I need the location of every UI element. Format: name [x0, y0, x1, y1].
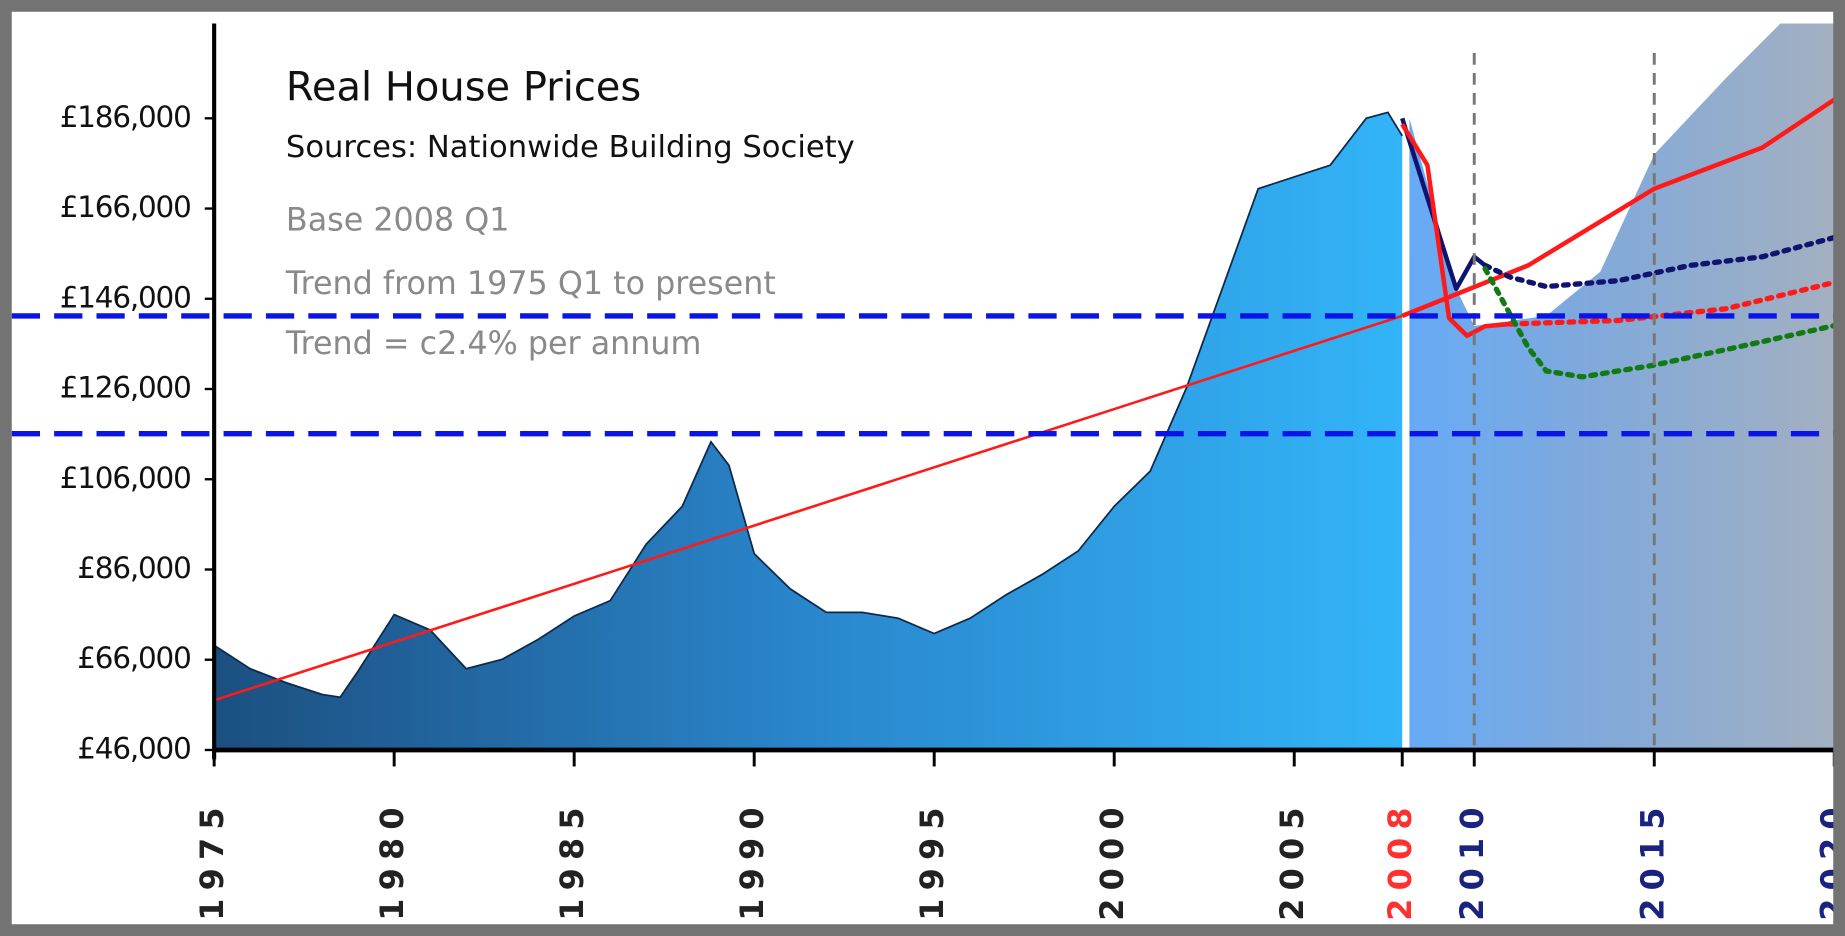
- y-tick-label: £106,000: [60, 461, 191, 495]
- forecast-line: [1400, 123, 1511, 339]
- x-tick-label: 2008: [1383, 799, 1419, 920]
- forecast-line: [1401, 93, 1842, 318]
- overlay: £46,000 £66,000 £86,000 £106,000 £126,000 £14…: [11, 23, 1845, 921]
- y-tick-label: £86,000: [77, 551, 190, 585]
- forecast-dotted: [1482, 265, 1842, 380]
- x-tick-label: 1985: [555, 799, 591, 920]
- trend-line: [214, 314, 1403, 702]
- y-tick-label: £126,000: [60, 371, 191, 405]
- y-tick-label: £146,000: [60, 280, 191, 314]
- forecast-line: [1400, 117, 1487, 292]
- forecast-dotted: [1482, 232, 1842, 290]
- price-outline: [214, 111, 1403, 699]
- chart-subtitle: Sources: Nationwide Building Society: [286, 130, 855, 165]
- x-tick-label: 1990: [735, 799, 771, 920]
- y-tick-label: £46,000: [77, 731, 190, 765]
- annotation: Trend = c2.4% per annum: [285, 326, 702, 362]
- x-tick-label: 2005: [1275, 799, 1311, 920]
- annotation: Trend from 1975 Q1 to present: [285, 266, 776, 302]
- forecast-band: [1409, 23, 1842, 750]
- price-area: [214, 112, 1403, 750]
- x-tick-label: 2000: [1095, 799, 1131, 920]
- y-tick-label: £166,000: [60, 190, 191, 224]
- x-tick-label: 1980: [375, 799, 411, 920]
- x-tick-label: 1995: [915, 799, 951, 920]
- x-tick-label: 2015: [1635, 799, 1671, 920]
- annotation: Base 2008 Q1: [286, 202, 510, 238]
- chart-title: Real House Prices: [286, 64, 641, 110]
- plot-area: [214, 23, 1842, 750]
- y-tick-label: £186,000: [60, 100, 191, 134]
- y-tick-label: £66,000: [77, 641, 190, 675]
- x-tick-label: 2010: [1455, 799, 1491, 920]
- x-tick-label: 1975: [195, 799, 231, 920]
